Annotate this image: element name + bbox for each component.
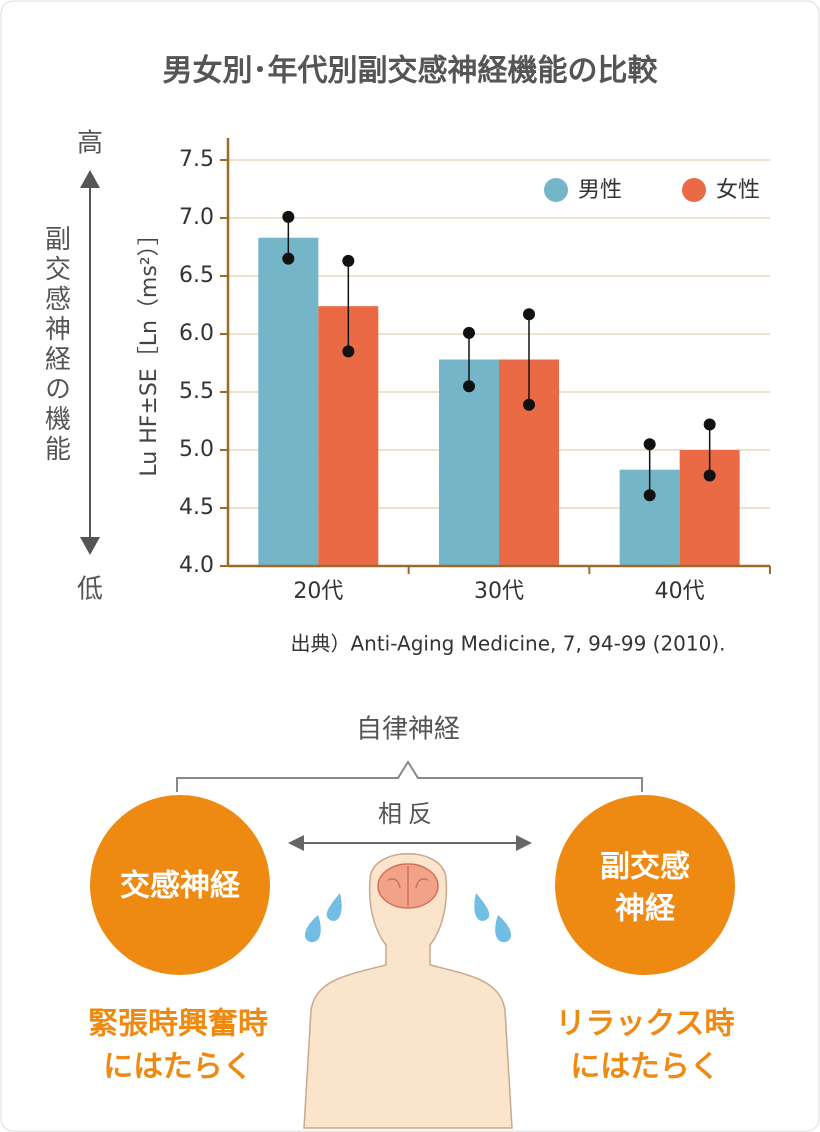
right-label: 副交感 — [600, 850, 690, 885]
x-tick-label: 40代 — [655, 579, 705, 604]
y-tick-label: 4.5 — [179, 495, 214, 520]
y-tick-label: 6.5 — [179, 263, 214, 288]
sweat-left — [304, 893, 342, 943]
y-tick-label: 5.0 — [179, 437, 214, 462]
error-cap — [463, 326, 475, 339]
left-caption: 緊張時興奮時 — [88, 1007, 268, 1042]
side-low: 低 — [77, 575, 103, 605]
left-circle — [90, 795, 270, 975]
legend-label: 男性 — [578, 178, 622, 203]
left-label: 交感神経 — [120, 869, 241, 904]
error-cap — [523, 308, 535, 321]
chart-title: 男女別･年代別副交感神経機能の比較 — [163, 54, 659, 89]
legend-label: 女性 — [716, 178, 760, 203]
brain-folds — [387, 866, 429, 906]
x-tick-label: 20代 — [293, 579, 343, 604]
error-cap — [523, 398, 535, 411]
error-cap — [643, 438, 656, 451]
right-caption: にはたらく — [570, 1050, 719, 1085]
relation: 相反 — [378, 800, 438, 828]
human-figure — [303, 853, 513, 1129]
bar — [258, 237, 319, 566]
error-cap — [703, 418, 716, 431]
error-cap — [643, 489, 656, 502]
diagram-title: 自律神経 — [356, 715, 460, 745]
error-cap — [342, 345, 355, 358]
sweat-right — [474, 893, 512, 943]
y-tick-label: 5.5 — [179, 379, 214, 404]
plot: 4.0 4.5 5.0 5.5 6.0 6.5 7.0 7.5 20代 30代 40代 男性 女性 — [179, 138, 771, 604]
side-high: 高 — [77, 129, 103, 159]
right-label: 神経 — [615, 892, 676, 927]
y-tick-label: 7.5 — [179, 147, 214, 172]
y-axis-label: Lu HF±SE［Ln（ms²）］ — [137, 223, 162, 476]
left-caption: にはたらく — [103, 1050, 252, 1085]
y-tick-label: 4.0 — [179, 553, 214, 578]
legend-swatch — [544, 178, 568, 202]
error-cap — [282, 252, 295, 265]
legend-swatch — [682, 178, 706, 202]
right-circle — [555, 795, 735, 975]
error-cap — [703, 469, 716, 482]
error-cap — [463, 380, 475, 393]
source: 出典）Anti-Aging Medicine, 7, 94-99 (2010). — [290, 632, 725, 656]
bracket — [176, 760, 643, 792]
error-cap — [282, 210, 295, 223]
error-cap — [342, 254, 355, 267]
side-label: 副交感神経の機能 — [41, 225, 71, 465]
y-tick-label: 6.0 — [179, 321, 214, 346]
x-tick-label: 30代 — [474, 579, 524, 604]
right-caption: リラックス時 — [555, 1007, 734, 1042]
bar — [439, 359, 499, 566]
y-tick-label: 7.0 — [179, 205, 214, 230]
